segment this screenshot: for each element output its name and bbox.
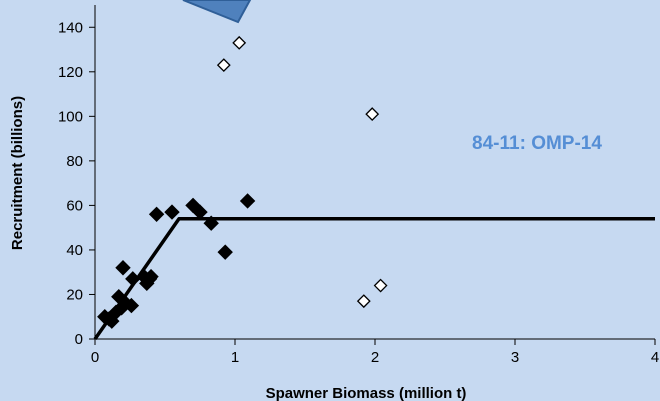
y-tick-label: 20 bbox=[66, 286, 83, 303]
x-tick-label: 3 bbox=[511, 349, 519, 366]
x-axis-title: Spawner Biomass (million t) bbox=[266, 385, 467, 401]
y-tick-label: 140 bbox=[58, 19, 83, 36]
y-axis-title: Recruitment (billions) bbox=[9, 96, 26, 250]
y-tick-label: 40 bbox=[66, 242, 83, 259]
x-tick-label: 2 bbox=[371, 349, 379, 366]
x-tick-label: 4 bbox=[651, 349, 659, 366]
y-tick-label: 0 bbox=[75, 331, 83, 348]
annotation-label: 84-11: OMP-14 bbox=[472, 133, 602, 154]
x-tick-label: 1 bbox=[231, 349, 239, 366]
y-tick-label: 80 bbox=[66, 153, 83, 170]
x-tick-label: 0 bbox=[91, 349, 99, 366]
y-tick-label: 120 bbox=[58, 64, 83, 81]
y-tick-label: 100 bbox=[58, 108, 83, 125]
y-tick-label: 60 bbox=[66, 197, 83, 214]
